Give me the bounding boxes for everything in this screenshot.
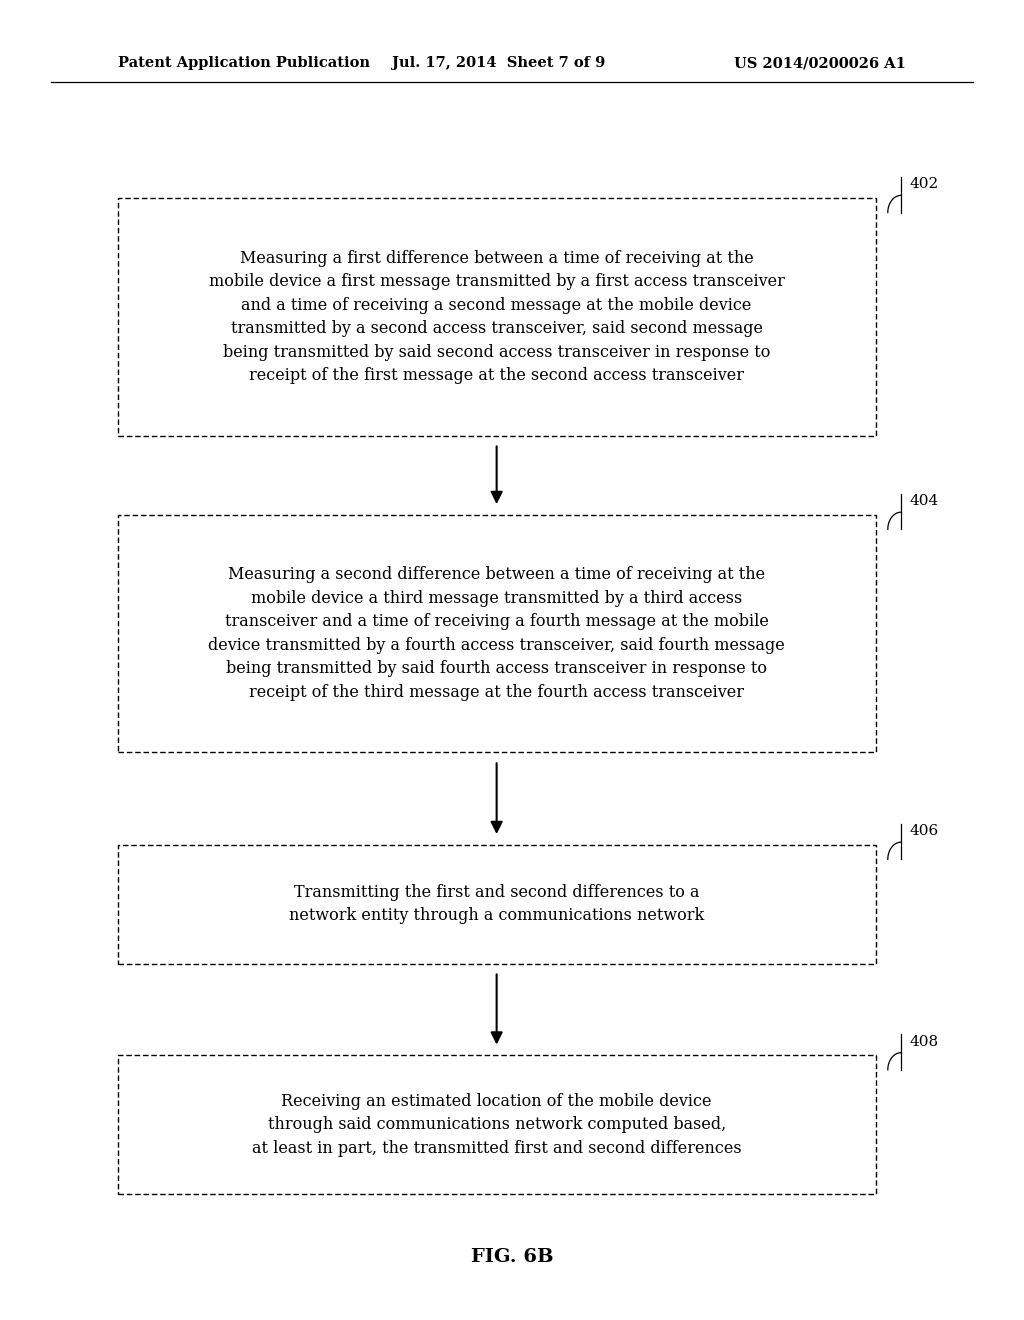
Bar [118,198,876,436]
Text: Patent Application Publication: Patent Application Publication [118,57,370,70]
Bar [118,845,876,964]
Bar [118,1056,876,1193]
Text: 406: 406 [909,824,939,838]
Text: FIG. 6B: FIG. 6B [471,1247,553,1266]
Text: Measuring a first difference between a time of receiving at the
mobile device a : Measuring a first difference between a t… [209,249,784,384]
Text: 404: 404 [909,494,939,508]
Text: US 2014/0200026 A1: US 2014/0200026 A1 [734,57,906,70]
Text: Receiving an estimated location of the mobile device
through said communications: Receiving an estimated location of the m… [252,1093,741,1156]
Text: Measuring a second difference between a time of receiving at the
mobile device a: Measuring a second difference between a … [208,566,785,701]
Text: Transmitting the first and second differences to a
network entity through a comm: Transmitting the first and second differ… [289,884,705,924]
Bar [118,515,876,752]
Text: 408: 408 [909,1035,938,1048]
Text: 402: 402 [909,177,939,191]
Text: Jul. 17, 2014  Sheet 7 of 9: Jul. 17, 2014 Sheet 7 of 9 [392,57,605,70]
